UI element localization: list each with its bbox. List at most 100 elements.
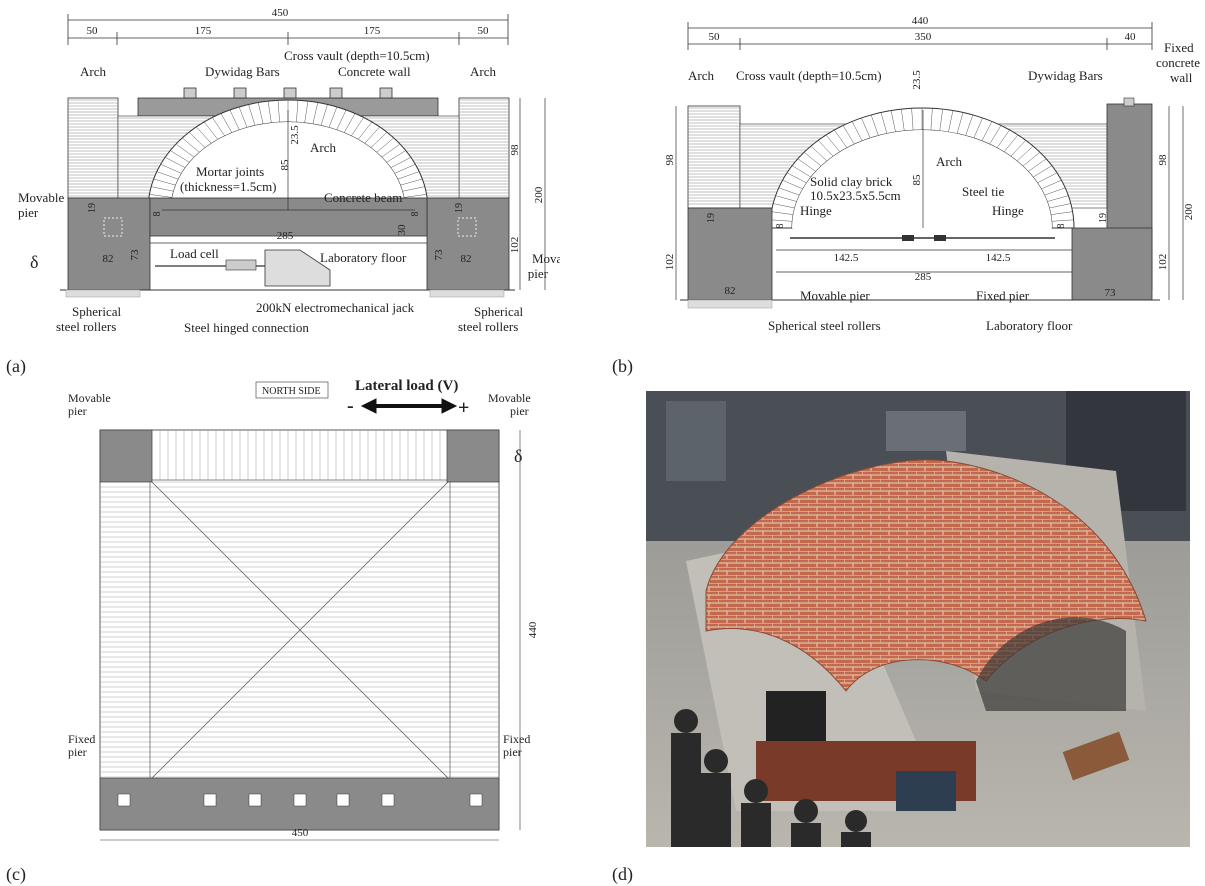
c-label-fixed-left-1: Fixed (68, 732, 95, 746)
a-rollers (65, 289, 505, 298)
b-dim-right-98: 98 (1157, 154, 1169, 166)
b-dim-thickness: 23.5 (911, 70, 923, 90)
b-dim-pier-left: 82 (725, 285, 736, 297)
a-label-mortar-1: Mortar joints (196, 164, 264, 179)
b-label-brick-1: Solid clay brick (810, 174, 893, 189)
b-dim-eight-right: 8 (1056, 224, 1067, 229)
b-dim-total: 440 (912, 15, 929, 27)
a-label-jack: 200kN electromechanical jack (256, 300, 415, 315)
a-dim-pier-h-left: 73 (129, 249, 141, 261)
b-rollers (687, 299, 773, 309)
b-label-rollers: Spherical steel rollers (768, 318, 881, 333)
a-label-rollers-left-2: steel rollers (56, 319, 116, 334)
b-dim-span: 285 (915, 271, 932, 283)
a-dim-eight-right: 8 (410, 212, 421, 217)
b-dim-right-margin: 40 (1125, 31, 1137, 43)
c-label-movable-right-1: Movable (488, 391, 531, 405)
a-label-hinged: Steel hinged connection (184, 320, 309, 335)
b-label-hinge-right: Hinge (992, 203, 1024, 218)
c-dim-440: 440 (527, 621, 539, 638)
panel-a-elevation-drawing: 450 50 175 175 50 Arch Arch Dywidag Bars… (18, 7, 560, 335)
a-jack (155, 249, 331, 287)
a-dim-left-span: 175 (195, 25, 212, 37)
b-dim-ledge-left: 19 (706, 213, 717, 223)
a-dim-102: 102 (509, 237, 521, 254)
a-dim-ledge-right: 19 (454, 203, 465, 213)
a-dim-span: 285 (277, 230, 294, 242)
a-dim-pier-h-right: 73 (433, 249, 445, 261)
b-dim-pier-right: 73 (1105, 287, 1117, 299)
b-dim-span-mid: 350 (915, 31, 932, 43)
a-label-arch-right: Arch (470, 64, 496, 79)
c-label-lateral: Lateral load (V) (355, 378, 458, 394)
a-dim-30: 30 (396, 224, 408, 236)
c-label-movable-right-2: pier (510, 404, 529, 418)
b-label-arch-left: Arch (688, 68, 714, 83)
b-dim-half-right: 142.5 (986, 252, 1011, 264)
a-label-movable-right-1: Movable (532, 251, 560, 266)
c-pier-movable-left (99, 429, 153, 483)
c-label-north: NORTH SIDE (262, 386, 321, 397)
a-dim-eight-left: 8 (152, 212, 163, 217)
caption-a: (a) (6, 356, 26, 376)
b-pier-right (1071, 227, 1153, 301)
a-label-movable-right-2: pier (528, 266, 549, 281)
a-label-lab-floor: Laboratory floor (320, 250, 407, 265)
c-label-movable-left-1: Movable (68, 391, 111, 405)
a-dim-left-margin: 50 (87, 25, 99, 37)
caption-d: (d) (612, 864, 633, 884)
b-label-cross-vault: Cross vault (depth=10.5cm) (736, 68, 882, 83)
b-label-fixed-1: Fixed (1164, 40, 1194, 55)
b-label-fixed-pier: Fixed pier (976, 288, 1030, 303)
a-dim-200: 200 (533, 186, 545, 203)
a-dywidag-bars (183, 87, 393, 99)
a-label-cross-vault: Cross vault (depth=10.5cm) (284, 48, 430, 63)
c-label-delta: δ (514, 446, 522, 466)
panel-c-plan-drawing: NORTH SIDE Lateral load (V) - + Movable … (68, 378, 539, 841)
b-dim-rise: 85 (911, 174, 923, 186)
b-label-hinge-left: Hinge (800, 203, 832, 218)
a-label-mortar-2: (thickness=1.5cm) (180, 179, 277, 194)
b-label-brick-2: 10.5x23.5x5.5cm (810, 188, 901, 203)
b-dim-200: 200 (1183, 203, 1195, 220)
caption-b: (b) (612, 356, 633, 376)
b-dim-right-102: 102 (1157, 254, 1169, 271)
a-dim-right-span: 175 (364, 25, 381, 37)
a-dim-pier-w-left: 82 (103, 253, 114, 265)
a-dim-98: 98 (509, 144, 521, 156)
b-dim-eight-left: 8 (775, 224, 786, 229)
people-group (671, 709, 871, 847)
a-pier-left (67, 197, 151, 291)
b-dim-left-margin: 50 (709, 31, 721, 43)
b-side-arch-left (687, 105, 741, 209)
a-label-rollers-left-1: Spherical (72, 304, 121, 319)
a-pier-right (426, 197, 510, 291)
a-dim-right-margin: 50 (478, 25, 490, 37)
a-label-load-cell: Load cell (170, 246, 219, 261)
test-setup-photo (646, 391, 1190, 847)
c-label-plus: + (458, 397, 469, 419)
a-dim-ledge-left: 19 (87, 203, 98, 213)
a-dim-thickness: 23.5 (289, 125, 301, 145)
a-label-concrete-wall: Concrete wall (338, 64, 411, 79)
a-label-movable-left-1: Movable (18, 190, 64, 205)
panel-b-elevation-drawing: 440 50 350 40 Arch Cross vault (depth=10… (664, 15, 1200, 333)
b-dim-half-left: 142.5 (834, 252, 859, 264)
b-dim-left-98: 98 (664, 154, 676, 166)
a-dim-pier-w-right: 82 (461, 253, 472, 265)
a-label-dywidag: Dywidag Bars (205, 64, 280, 79)
c-label-fixed-left-2: pier (68, 745, 87, 759)
b-label-arch-mid: Arch (936, 154, 962, 169)
b-label-steel-tie: Steel tie (962, 184, 1004, 199)
caption-c: (c) (6, 864, 26, 884)
a-label-arch-left: Arch (80, 64, 106, 79)
a-label-concrete-beam: Concrete beam (324, 190, 402, 205)
b-dim-ledge-right: 19 (1098, 213, 1109, 223)
a-label-delta: δ (30, 252, 38, 272)
a-label-movable-left-2: pier (18, 205, 39, 220)
a-beam (149, 197, 428, 237)
a-label-rollers-right-2: steel rollers (458, 319, 518, 334)
c-label-fixed-right-2: pier (503, 745, 522, 759)
c-label-minus: - (347, 395, 354, 417)
b-label-dywidag: Dywidag Bars (1028, 68, 1103, 83)
